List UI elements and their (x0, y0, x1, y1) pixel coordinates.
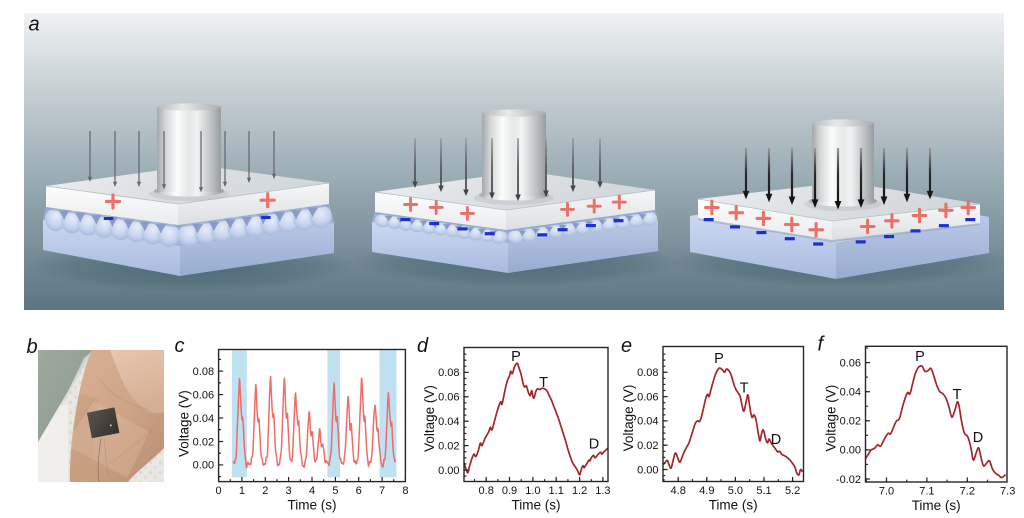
svg-text:-0.02: -0.02 (836, 474, 861, 486)
svg-text:2: 2 (262, 485, 268, 497)
svg-text:5.1: 5.1 (756, 485, 771, 497)
svg-text:0.06: 0.06 (193, 389, 214, 401)
svg-text:1.1: 1.1 (549, 485, 564, 497)
svg-text:P: P (511, 349, 521, 365)
svg-text:Time (s): Time (s) (512, 498, 561, 513)
svg-text:b: b (27, 336, 38, 358)
svg-text:0.02: 0.02 (637, 440, 658, 452)
svg-text:0.00: 0.00 (637, 464, 658, 476)
svg-text:0: 0 (216, 485, 222, 497)
svg-text:4.8: 4.8 (671, 485, 686, 497)
svg-text:T: T (539, 375, 548, 391)
svg-text:7.1: 7.1 (919, 486, 934, 498)
svg-text:Voltage (V): Voltage (V) (177, 390, 192, 457)
svg-text:7.2: 7.2 (960, 486, 975, 498)
svg-text:Voltage (V): Voltage (V) (422, 385, 437, 452)
svg-text:4.9: 4.9 (699, 485, 714, 497)
svg-text:0.06: 0.06 (840, 357, 861, 369)
svg-text:Time (s): Time (s) (912, 498, 961, 513)
svg-text:c: c (175, 335, 185, 357)
svg-text:Time (s): Time (s) (288, 498, 337, 513)
svg-text:Voltage (V): Voltage (V) (621, 385, 636, 452)
svg-text:0.00: 0.00 (438, 465, 459, 477)
svg-text:5.2: 5.2 (785, 485, 800, 497)
svg-text:D: D (973, 430, 983, 446)
svg-text:7.3: 7.3 (1000, 486, 1015, 498)
svg-text:1.3: 1.3 (595, 485, 610, 497)
svg-text:6: 6 (356, 485, 362, 497)
svg-text:5: 5 (332, 485, 338, 497)
svg-text:1.0: 1.0 (525, 485, 540, 497)
svg-text:0.08: 0.08 (637, 367, 658, 379)
svg-text:e: e (621, 335, 632, 357)
svg-text:7: 7 (379, 485, 385, 497)
svg-text:P: P (714, 351, 724, 367)
svg-text:d: d (417, 335, 429, 357)
svg-text:0.08: 0.08 (193, 366, 214, 378)
svg-text:3: 3 (286, 485, 292, 497)
svg-text:0.8: 0.8 (479, 485, 494, 497)
svg-text:0.02: 0.02 (438, 440, 459, 452)
svg-text:T: T (740, 381, 749, 397)
svg-text:1: 1 (239, 485, 245, 497)
svg-text:D: D (589, 437, 599, 453)
svg-text:0.02: 0.02 (840, 416, 861, 428)
svg-text:Time (s): Time (s) (709, 498, 758, 513)
svg-text:P: P (915, 349, 925, 365)
svg-text:0.04: 0.04 (438, 416, 459, 428)
svg-text:0.08: 0.08 (438, 367, 459, 379)
svg-text:8: 8 (402, 485, 408, 497)
svg-text:Voltage (V): Voltage (V) (824, 385, 839, 452)
svg-text:a: a (29, 14, 40, 36)
svg-text:5.0: 5.0 (728, 485, 743, 497)
svg-text:0.04: 0.04 (840, 387, 861, 399)
svg-text:0.02: 0.02 (193, 436, 214, 448)
svg-text:0.00: 0.00 (840, 445, 861, 457)
svg-text:0.04: 0.04 (193, 413, 214, 425)
svg-text:4: 4 (309, 485, 315, 497)
svg-text:0.00: 0.00 (193, 460, 214, 472)
svg-text:1.2: 1.2 (572, 485, 587, 497)
svg-text:f: f (818, 334, 826, 356)
svg-text:T: T (953, 387, 962, 403)
svg-text:0.04: 0.04 (637, 416, 658, 428)
svg-text:0.06: 0.06 (438, 392, 459, 404)
svg-text:0.9: 0.9 (502, 485, 517, 497)
svg-text:D: D (771, 432, 781, 448)
svg-text:7.0: 7.0 (879, 486, 894, 498)
svg-text:0.06: 0.06 (637, 391, 658, 403)
